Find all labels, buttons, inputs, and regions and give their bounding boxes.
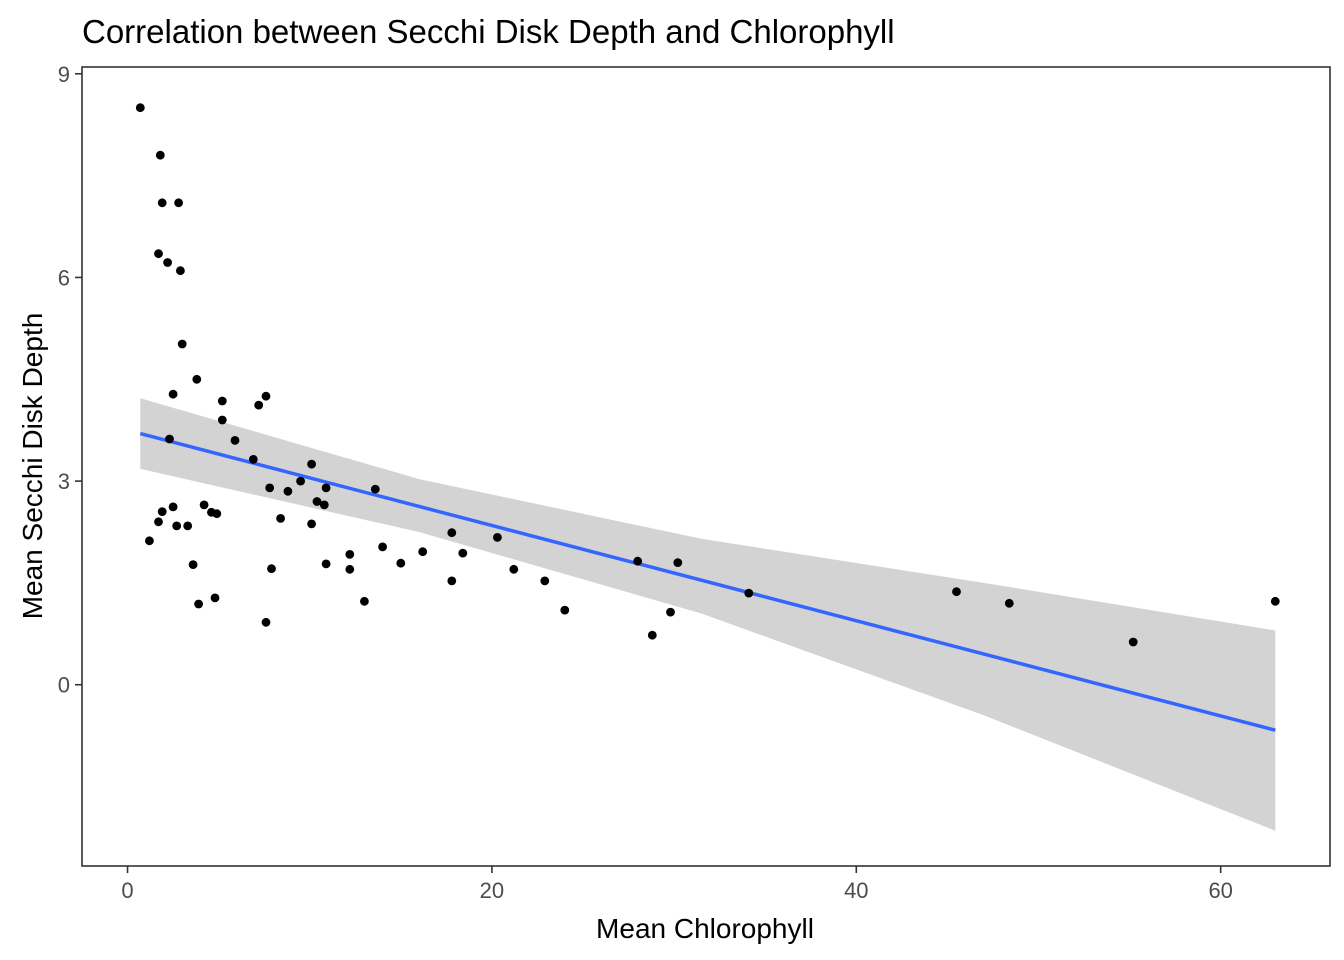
regression-line bbox=[139, 431, 1276, 732]
data-point bbox=[345, 550, 355, 559]
data-point bbox=[177, 339, 187, 349]
data-point bbox=[165, 434, 174, 444]
data-point bbox=[217, 396, 227, 406]
data-point bbox=[321, 483, 331, 493]
data-point bbox=[345, 564, 355, 574]
data-point bbox=[666, 607, 675, 617]
data-point bbox=[1128, 637, 1138, 647]
data-point bbox=[312, 497, 322, 506]
data-point bbox=[647, 630, 657, 640]
data-point bbox=[176, 266, 185, 276]
data-point bbox=[174, 198, 184, 208]
data-point bbox=[254, 400, 264, 410]
data-point bbox=[360, 596, 369, 606]
data-point bbox=[135, 103, 145, 113]
chart-title: Correlation between Secchi Disk Depth an… bbox=[82, 13, 895, 50]
data-point bbox=[157, 507, 167, 516]
data-point bbox=[378, 542, 387, 552]
data-point bbox=[370, 484, 380, 494]
data-point bbox=[952, 587, 961, 597]
data-point bbox=[183, 521, 193, 531]
y-tick-label: 3 bbox=[58, 469, 70, 494]
y-axis: 0 3 6 9 bbox=[58, 62, 82, 698]
y-tick-label: 0 bbox=[58, 673, 70, 698]
y-tick-label: 9 bbox=[58, 62, 70, 87]
data-point bbox=[145, 536, 154, 546]
data-point bbox=[261, 391, 271, 401]
data-point bbox=[154, 249, 163, 259]
data-point bbox=[217, 415, 227, 425]
fit-line-layer bbox=[139, 431, 1276, 732]
y-axis-title: Mean Secchi Disk Depth bbox=[17, 313, 48, 620]
data-point bbox=[319, 500, 329, 510]
data-point bbox=[560, 605, 570, 615]
data-point bbox=[172, 521, 182, 531]
data-point bbox=[154, 517, 163, 527]
data-point bbox=[230, 436, 240, 445]
data-point bbox=[540, 576, 550, 586]
data-point bbox=[265, 483, 275, 493]
data-point bbox=[283, 486, 293, 496]
x-tick-label: 60 bbox=[1208, 878, 1232, 903]
data-point bbox=[396, 558, 406, 568]
data-point bbox=[307, 519, 316, 529]
data-point bbox=[321, 559, 331, 569]
data-point bbox=[493, 533, 502, 542]
data-point bbox=[447, 576, 457, 586]
data-point bbox=[192, 374, 202, 384]
data-point bbox=[155, 150, 165, 160]
data-point bbox=[1270, 596, 1280, 606]
data-point bbox=[163, 258, 173, 267]
data-point bbox=[248, 455, 258, 464]
y-tick-label: 6 bbox=[58, 265, 70, 290]
data-point bbox=[168, 389, 178, 399]
data-point bbox=[307, 459, 316, 469]
data-point bbox=[199, 500, 209, 510]
data-point bbox=[633, 556, 643, 566]
x-tick-label: 20 bbox=[480, 878, 504, 903]
data-point bbox=[188, 560, 198, 569]
data-point bbox=[210, 593, 220, 603]
data-point bbox=[447, 528, 457, 538]
data-point bbox=[157, 198, 167, 208]
data-point bbox=[212, 509, 222, 519]
x-tick-label: 0 bbox=[121, 878, 133, 903]
panel-border bbox=[81, 66, 1331, 867]
data-point bbox=[673, 558, 683, 567]
data-point bbox=[168, 502, 178, 512]
data-point bbox=[418, 547, 428, 557]
data-point bbox=[267, 564, 276, 574]
x-axis-title: Mean Chlorophyll bbox=[596, 913, 814, 944]
data-point bbox=[276, 514, 285, 523]
x-axis: 0 20 40 60 bbox=[121, 866, 1233, 903]
data-point bbox=[458, 548, 468, 558]
data-point bbox=[261, 617, 271, 627]
data-point bbox=[509, 564, 519, 574]
data-point bbox=[194, 599, 204, 609]
data-point bbox=[744, 588, 754, 598]
data-point bbox=[296, 476, 305, 486]
points-layer bbox=[135, 103, 1280, 647]
x-tick-label: 40 bbox=[844, 878, 868, 903]
data-point bbox=[1004, 598, 1014, 608]
